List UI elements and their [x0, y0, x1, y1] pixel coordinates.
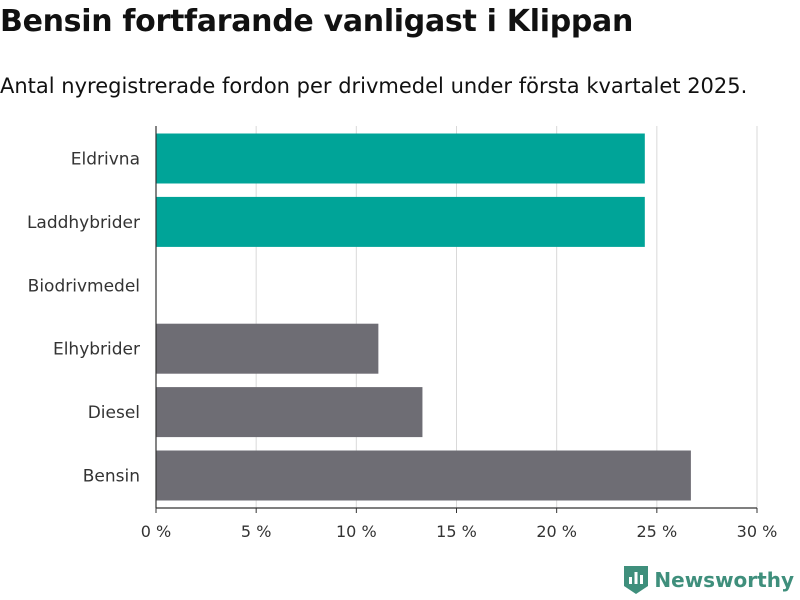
- x-tick-label: 20 %: [536, 522, 577, 541]
- x-tick-label: 5 %: [241, 522, 271, 541]
- x-tick-label: 10 %: [336, 522, 377, 541]
- brand-name: Newsworthy: [654, 568, 794, 592]
- bar-eldrivna: [156, 133, 645, 184]
- category-label: Eldrivna: [71, 150, 140, 170]
- bar-laddhybrider: [156, 196, 645, 247]
- bar-elhybrider: [156, 323, 379, 374]
- bar-bensin: [156, 450, 691, 501]
- x-tick-label: 25 %: [637, 522, 678, 541]
- brand-logo: Newsworthy: [624, 566, 794, 594]
- category-label: Biodrivmedel: [28, 276, 140, 296]
- x-tick-label: 15 %: [436, 522, 477, 541]
- x-tick-label: 0 %: [141, 522, 171, 541]
- category-label: Bensin: [83, 467, 140, 487]
- category-label: Diesel: [88, 403, 140, 423]
- chart-title: Bensin fortfarande vanligast i Klippan: [0, 4, 634, 39]
- x-tick-label: 30 %: [737, 522, 778, 541]
- category-label: Laddhybrider: [27, 213, 140, 233]
- bar-diesel: [156, 387, 423, 438]
- newsworthy-logo-icon: [624, 566, 649, 594]
- chart-subtitle: Antal nyregistrerade fordon per drivmede…: [0, 74, 748, 98]
- category-label: Elhybrider: [53, 340, 140, 360]
